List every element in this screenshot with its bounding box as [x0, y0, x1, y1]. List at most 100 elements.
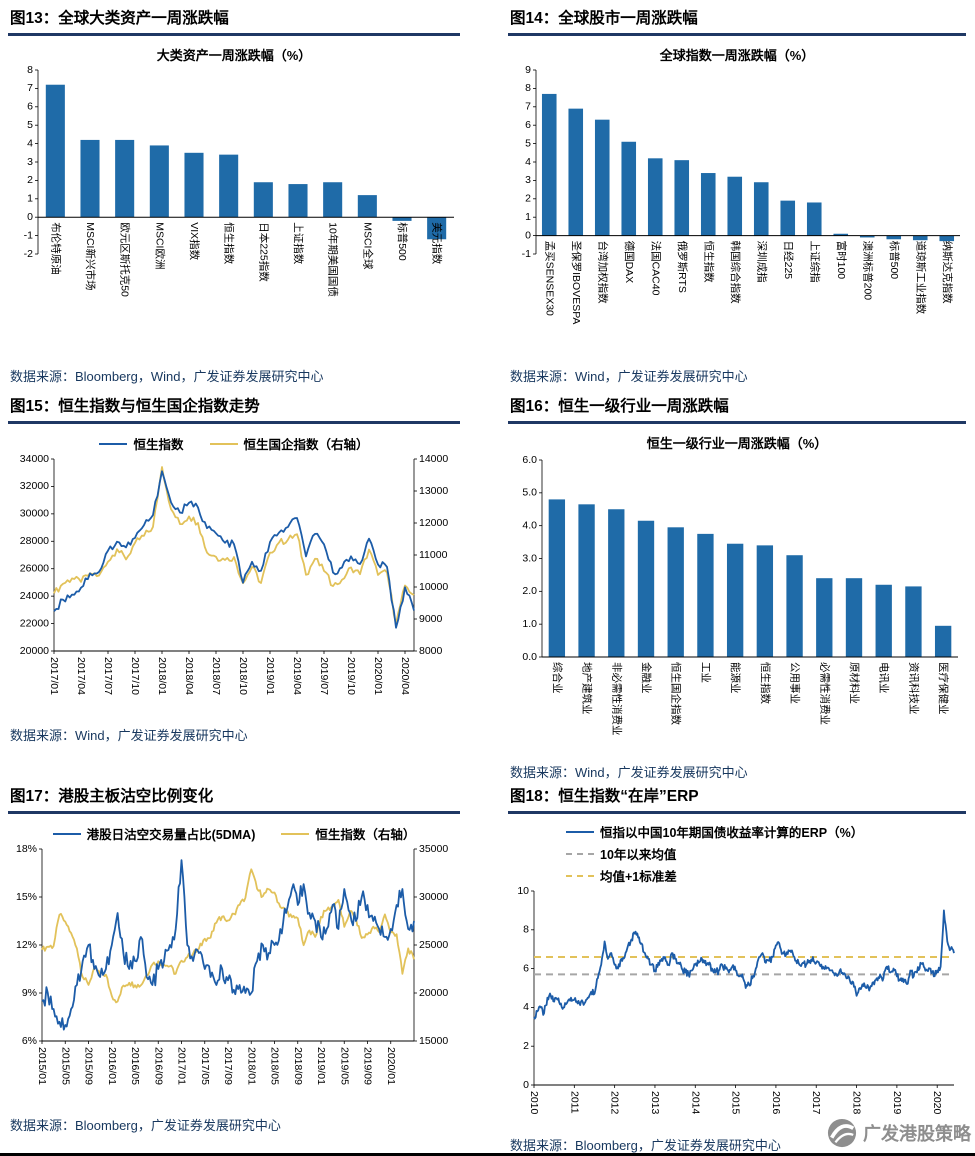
legend-item: 均值+1标准差: [566, 866, 677, 885]
svg-text:1.0: 1.0: [522, 618, 537, 630]
svg-text:法国CAC40: 法国CAC40: [649, 241, 662, 296]
svg-text:2018: 2018: [851, 1091, 863, 1115]
svg-text:34000: 34000: [20, 453, 49, 465]
svg-text:35000: 35000: [419, 843, 448, 855]
svg-text:10年期美国国债: 10年期美国国债: [327, 222, 340, 297]
svg-text:2015/09: 2015/09: [83, 1047, 95, 1085]
svg-text:2017: 2017: [810, 1091, 822, 1115]
svg-text:0: 0: [523, 1079, 529, 1091]
svg-text:2019/07: 2019/07: [318, 657, 330, 695]
svg-text:10: 10: [517, 885, 529, 897]
svg-text:2019/01: 2019/01: [315, 1047, 327, 1085]
figure-16-title: 图16：恒生一级行业一周涨跌幅: [510, 398, 729, 415]
svg-text:8: 8: [27, 64, 33, 76]
svg-text:2017/07: 2017/07: [102, 657, 114, 695]
legend-item: 恒生国企指数（右轴）: [209, 434, 369, 453]
figure-17-block: 图17：港股主板沽空比例变化 港股日沽空交易量占比(5DMA) 恒生指数（右轴） …: [8, 782, 460, 1134]
svg-text:日本225指数: 日本225指数: [257, 222, 270, 282]
svg-text:台湾加权指数: 台湾加权指数: [596, 241, 609, 304]
svg-text:2010: 2010: [528, 1091, 540, 1115]
svg-text:6: 6: [27, 101, 33, 113]
svg-text:纳斯达克指数: 纳斯达克指数: [941, 241, 954, 304]
svg-text:6: 6: [525, 119, 531, 131]
svg-text:电讯业: 电讯业: [878, 662, 891, 694]
svg-text:0: 0: [525, 229, 531, 241]
svg-text:24000: 24000: [20, 590, 49, 602]
figure-15-block: 图15：恒生指数与恒生国企指数走势 恒生指数 恒生国企指数（右轴） 34000 32…: [8, 392, 460, 744]
svg-text:8: 8: [523, 924, 529, 936]
legend-label: 10年以来均值: [600, 848, 677, 862]
svg-text:2019: 2019: [891, 1091, 903, 1115]
svg-text:日经225: 日经225: [782, 241, 795, 280]
svg-text:28000: 28000: [20, 535, 49, 547]
svg-text:2017/05: 2017/05: [199, 1047, 211, 1085]
svg-text:必需性消费业: 必需性消费业: [818, 662, 831, 725]
svg-text:2018/10: 2018/10: [237, 657, 249, 695]
figure-15-legend: 恒生指数 恒生国企指数（右轴）: [8, 434, 460, 453]
svg-text:MSCI全球: MSCI全球: [361, 222, 374, 270]
svg-text:恒生指数: 恒生指数: [702, 241, 715, 283]
svg-text:0: 0: [27, 211, 33, 223]
watermark-text: 广发港股策略: [863, 1124, 971, 1144]
svg-text:MSCI新兴市场: MSCI新兴市场: [84, 222, 97, 290]
svg-text:25000: 25000: [419, 939, 448, 951]
svg-text:金融业: 金融业: [640, 662, 653, 694]
svg-text:2015: 2015: [730, 1091, 742, 1115]
legend-item: 10年以来均值: [566, 844, 676, 863]
svg-text:2020/01: 2020/01: [385, 1047, 397, 1085]
svg-text:美元指数: 美元指数: [431, 222, 444, 264]
svg-text:20000: 20000: [20, 645, 49, 657]
svg-text:2017/01: 2017/01: [176, 1047, 188, 1085]
svg-text:32000: 32000: [20, 480, 49, 492]
svg-text:0.0: 0.0: [522, 651, 537, 663]
figure-17-legend: 港股日沽空交易量占比(5DMA) 恒生指数（右轴）: [8, 824, 460, 843]
svg-text:2: 2: [523, 1040, 529, 1052]
figure-18-legend: 恒指以中国10年期国债收益率计算的ERP（%） 10年以来均值 均值+1标准差: [508, 822, 966, 885]
figure-14-block: 图14：全球股市一周涨跌幅 全球指数一周涨跌幅（%） 9 8 7 6 5 4 3 2 1 0 -1 孟…: [508, 4, 966, 385]
svg-text:VIX指数: VIX指数: [188, 222, 201, 260]
svg-text:韩国综合指数: 韩国综合指数: [729, 241, 742, 304]
figure-17-source: 数据来源：Bloomberg，广发证券发展研究中心: [10, 1118, 281, 1133]
figure-17-title: 图17：港股主板沽空比例变化: [10, 788, 214, 805]
figure-15-source: 数据来源：Wind，广发证券发展研究中心: [10, 728, 248, 743]
figure-18-block: 图18：恒生指数“在岸”ERP 恒指以中国10年期国债收益率计算的ERP（%） 1…: [508, 782, 966, 1154]
legend-item: 港股日沽空交易量占比(5DMA): [52, 824, 256, 843]
svg-text:欧元区斯托克50: 欧元区斯托克50: [119, 222, 132, 297]
figure-16-header: 图16：恒生一级行业一周涨跌幅: [508, 392, 966, 424]
figure-13-title: 图13：全球大类资产一周涨跌幅: [10, 10, 229, 27]
svg-text:2015/05: 2015/05: [59, 1047, 71, 1085]
svg-text:2016/05: 2016/05: [129, 1047, 141, 1085]
svg-text:2011: 2011: [568, 1091, 580, 1114]
svg-text:2014: 2014: [689, 1091, 701, 1115]
svg-text:2: 2: [525, 193, 531, 205]
figure-16-source: 数据来源：Wind，广发证券发展研究中心: [510, 765, 748, 780]
svg-text:2015/01: 2015/01: [36, 1047, 48, 1085]
svg-text:-1: -1: [24, 229, 33, 241]
svg-text:5: 5: [27, 119, 33, 131]
figure-17-chart-canvas: 18% 15% 12% 9% 6% 35000 30000 25000 20000 15000 20…: [16, 843, 448, 1085]
legend-line-swatch: [566, 830, 594, 833]
svg-text:14000: 14000: [419, 453, 448, 465]
svg-text:1: 1: [525, 211, 531, 223]
figure-15-chart-canvas: 34000 32000 30000 28000 26000 24000 22000 20000…: [20, 453, 449, 695]
legend-line-swatch: [209, 442, 238, 445]
svg-text:2018/05: 2018/05: [269, 1047, 281, 1085]
svg-text:2019/04: 2019/04: [291, 657, 303, 695]
svg-text:2018/09: 2018/09: [292, 1047, 304, 1085]
svg-text:2019/05: 2019/05: [338, 1047, 350, 1085]
svg-text:12000: 12000: [419, 517, 448, 529]
figure-14-chart-title: 全球指数一周涨跌幅（%）: [659, 48, 815, 63]
svg-text:道琼斯工业指数: 道琼斯工业指数: [914, 241, 927, 315]
svg-text:工业: 工业: [699, 662, 711, 683]
svg-text:德国DAX: 德国DAX: [623, 241, 636, 284]
legend-label: 均值+1标准差: [600, 870, 677, 884]
svg-text:2020/01: 2020/01: [372, 657, 384, 695]
legend-line-swatch: [281, 832, 310, 835]
svg-text:9: 9: [525, 64, 531, 76]
legend-label: 港股日沽空交易量占比(5DMA): [86, 828, 256, 842]
legend-label: 恒生指数: [133, 438, 184, 452]
svg-text:4: 4: [523, 1001, 529, 1013]
svg-text:7: 7: [27, 82, 33, 94]
svg-text:8000: 8000: [419, 645, 443, 657]
svg-text:标普500: 标普500: [888, 241, 901, 280]
